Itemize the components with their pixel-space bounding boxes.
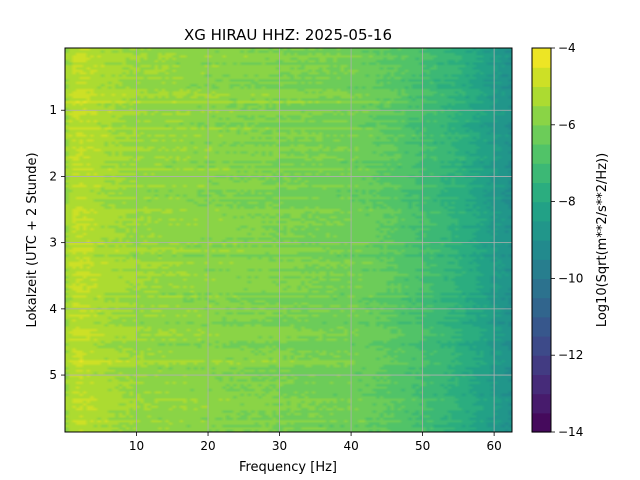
colorbar-band xyxy=(532,336,551,356)
x-tick-label: 10 xyxy=(129,439,144,453)
y-tick-label: 1 xyxy=(49,103,57,117)
x-tick-label: 60 xyxy=(486,439,501,453)
colorbar-tick-label: −8 xyxy=(558,195,576,209)
y-axis-label: Lokalzeit (UTC + 2 Stunde) xyxy=(25,152,40,327)
colorbar-tick-label: −10 xyxy=(558,271,583,285)
y-tick-label: 5 xyxy=(49,368,57,382)
y-tick-label: 4 xyxy=(49,302,57,316)
plot-frame xyxy=(64,47,513,433)
x-axis: 10 20 30 40 50 60 xyxy=(129,432,502,453)
colorbar-tick-label: −4 xyxy=(558,41,576,55)
x-tick-label: 40 xyxy=(343,439,358,453)
colorbar-band xyxy=(532,355,551,375)
colorbar-band xyxy=(532,278,551,299)
colorbar-band xyxy=(532,412,551,433)
colorbar-tick-label: −6 xyxy=(558,118,576,132)
colorbar-tick-label: −12 xyxy=(558,348,583,362)
chart-title: XG HIRAU HHZ: 2025-05-16 xyxy=(184,26,392,44)
colorbar-band xyxy=(532,144,551,164)
colorbar-band xyxy=(532,374,551,395)
colorbar-label: Log10(Sqrt(m**2/s**2/Hz)) xyxy=(595,153,610,327)
grid-lines xyxy=(65,48,512,432)
x-axis-label: Frequency [Hz] xyxy=(239,460,337,475)
colorbar-band xyxy=(532,86,551,107)
y-tick-label: 2 xyxy=(49,169,57,183)
y-axis: 1 2 3 4 5 xyxy=(49,103,65,382)
x-tick-label: 20 xyxy=(200,439,215,453)
colorbar-band xyxy=(532,163,551,183)
x-tick-label: 50 xyxy=(415,439,430,453)
colorbar-band xyxy=(532,48,551,68)
plot-area xyxy=(64,47,513,433)
colorbar-band xyxy=(532,201,551,222)
colorbar-bands xyxy=(532,48,551,433)
spectrogram-heatmap xyxy=(65,48,512,432)
colorbar-frame xyxy=(531,47,552,433)
colorbar-band xyxy=(532,240,551,260)
colorbar-band xyxy=(532,124,551,145)
colorbar-band xyxy=(532,220,551,241)
colorbar-band xyxy=(532,182,551,203)
colorbar-band xyxy=(532,105,551,126)
x-tick-label: 30 xyxy=(272,439,287,453)
colorbar-band xyxy=(532,297,551,318)
colorbar-tick-label: −14 xyxy=(558,425,583,439)
colorbar-ticks: −4 −6 −8 −10 −12 −14 xyxy=(551,41,583,439)
colorbar-band xyxy=(532,259,551,279)
colorbar-band xyxy=(532,316,551,337)
colorbar-band xyxy=(532,67,551,87)
y-tick-label: 3 xyxy=(49,236,57,250)
colorbar: −4 −6 −8 −10 −12 −14 Log10(Sqrt(m**2/s**2/Hz)… xyxy=(531,41,610,439)
colorbar-band xyxy=(532,393,551,414)
